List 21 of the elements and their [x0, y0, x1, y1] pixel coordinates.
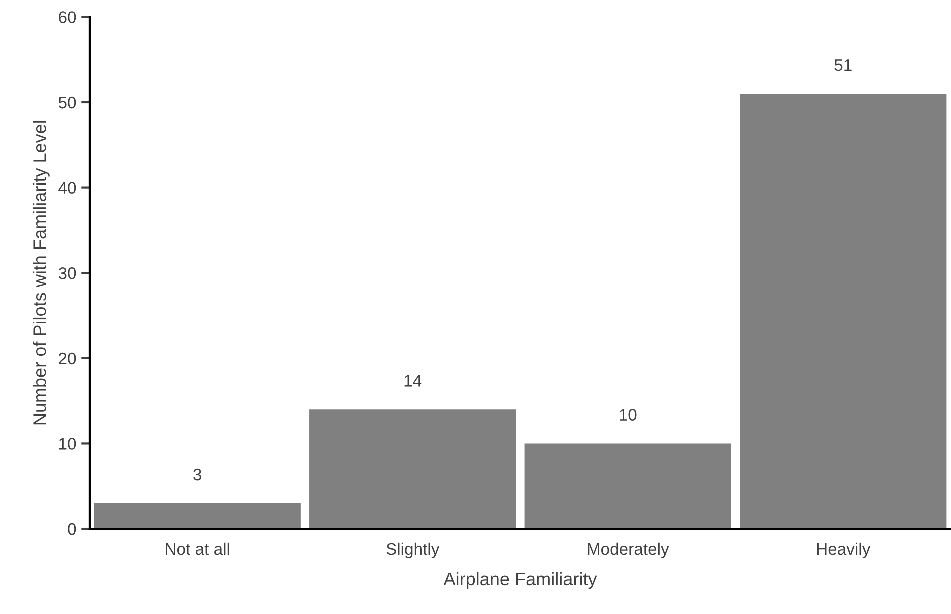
x-axis-title: Airplane Familiarity [444, 572, 598, 590]
y-tick-label: 60 [59, 12, 76, 24]
data-label: 51 [834, 60, 852, 72]
x-tick-label: Heavily [817, 542, 871, 558]
x-tick-label: Slightly [386, 542, 440, 558]
x-tick-label: Not at all [166, 542, 230, 556]
y-tick-label: 0 [68, 523, 76, 536]
bar [310, 410, 516, 530]
data-label: 10 [620, 409, 637, 421]
data-label: 3 [194, 468, 202, 481]
y-tick-label: 40 [58, 182, 76, 194]
y-tick-label: 30 [58, 268, 76, 280]
data-label: 14 [404, 375, 422, 387]
x-tick-label: Moderately [588, 542, 670, 558]
bar [740, 94, 947, 530]
bar [524, 444, 732, 530]
y-tick-label: 10 [60, 438, 76, 450]
y-axis-title: Number of Pilots with Familiarity Level [33, 121, 50, 425]
y-tick-label: 50 [58, 96, 76, 109]
bar [94, 503, 301, 530]
y-tick-label: 20 [59, 352, 76, 365]
